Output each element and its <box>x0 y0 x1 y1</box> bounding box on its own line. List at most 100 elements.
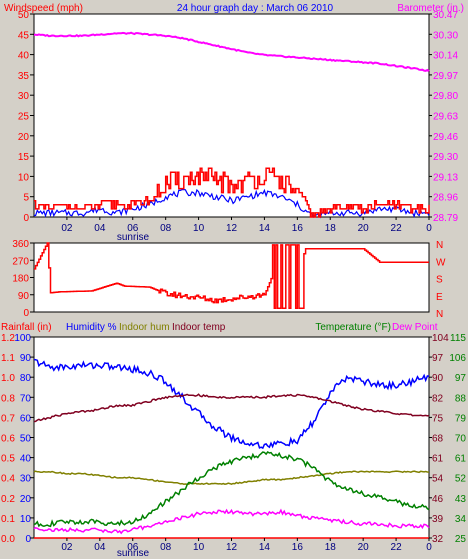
chart-title: 24 hour graph day : March 06 2010 <box>177 3 334 14</box>
barometer-tick-label: 29.30 <box>433 152 458 163</box>
x-tick-label: 04 <box>94 223 106 234</box>
windspeed-tick-label: 45 <box>18 30 30 41</box>
direction-tick-label: 180 <box>12 274 29 285</box>
wind-baro-x-ticks: 02 04 06 08 10 12 14 16 18 20 22 0 <box>61 217 432 234</box>
windspeed-line <box>34 167 430 218</box>
humidity-tick-label: 100 <box>14 333 31 344</box>
x-tick-label: 12 <box>226 223 238 234</box>
x-tick-label: 10 <box>193 223 205 234</box>
rainfall-tick-label: 1.2 <box>1 333 15 344</box>
inner-temp-tick-label: 97 <box>432 353 444 364</box>
windspeed-tick-label: 25 <box>18 112 30 123</box>
dew-point-axis-label: Dew Point <box>392 322 438 333</box>
temp-hum-plot-area <box>33 336 430 539</box>
indoor-temp-label: Indoor temp <box>172 322 226 333</box>
barometer-tick-label: 30.30 <box>433 30 458 41</box>
humidity-tick-label: 70 <box>20 393 32 404</box>
x-tick-label: 0 <box>426 223 432 234</box>
outer-temp-tick-label: 79 <box>455 413 467 424</box>
humidity-ticks: 0 10 20 30 40 50 60 70 80 90 100 <box>14 333 34 545</box>
temp-hum-x-ticks: 02 04 06 08 10 12 14 16 18 20 22 0 <box>61 538 432 553</box>
x-tick-label: 06 <box>127 223 139 234</box>
outer-temp-tick-label: 106 <box>449 353 466 364</box>
direction-tick-label: 270 <box>12 256 29 267</box>
windspeed-tick-label: 30 <box>18 91 30 102</box>
direction-degree-ticks: 0 90 180 270 360 <box>12 239 34 319</box>
inner-temp-tick-label: 75 <box>432 413 444 424</box>
outer-temp-tick-label: 43 <box>455 494 467 505</box>
rainfall-tick-label: 0.4 <box>1 474 15 485</box>
outer-temp-tick-label: 34 <box>455 514 467 525</box>
rainfall-tick-label: 0.1 <box>1 514 15 525</box>
inner-temp-tick-label: 68 <box>432 434 444 445</box>
x-tick-label: 12 <box>226 542 238 553</box>
rainfall-axis-label: Rainfall (in) <box>1 322 52 333</box>
rainfall-tick-label: 1.1 <box>1 353 15 364</box>
direction-line <box>34 242 429 309</box>
x-tick-label: 02 <box>61 223 73 234</box>
barometer-line <box>34 31 430 72</box>
rainfall-tick-label: 0.0 <box>1 534 15 545</box>
inner-temp-tick-label: 39 <box>432 514 444 525</box>
windspeed-tick-label: 20 <box>18 132 30 143</box>
x-tick-label: 04 <box>94 542 106 553</box>
inner-temp-tick-label: 90 <box>432 373 444 384</box>
rainfall-tick-label: 0.8 <box>1 393 15 404</box>
rainfall-tick-label: 0.2 <box>1 494 15 505</box>
sunrise-label-2: sunrise <box>117 548 150 559</box>
wind-baro-panel: Windspeed (mph) 24 hour graph day : Marc… <box>4 3 464 243</box>
compass-tick-label: S <box>436 275 443 286</box>
windspeed-tick-label: 35 <box>18 71 30 82</box>
windspeed-ticks: 0 5 10 15 20 25 30 35 40 45 50 <box>18 10 34 224</box>
humidity-tick-label: 50 <box>20 434 32 445</box>
compass-tick-label: N <box>436 240 443 251</box>
barometer-tick-label: 29.46 <box>433 132 458 143</box>
windspeed-tick-label: 5 <box>23 193 29 204</box>
humidity-tick-label: 40 <box>20 454 32 465</box>
x-tick-label: 18 <box>325 542 337 553</box>
temp-hum-panel: Rainfall (in) Humidity % Indoor hum Indo… <box>1 322 466 559</box>
outer-temp-tick-label: 97 <box>455 373 467 384</box>
windspeed-tick-label: 0 <box>23 213 29 224</box>
dew-point-line <box>33 508 430 535</box>
direction-series <box>34 242 429 309</box>
humidity-tick-label: 30 <box>20 474 32 485</box>
compass-tick-label: N <box>436 309 443 320</box>
barometer-tick-label: 30.14 <box>433 51 458 62</box>
inner-temp-tick-label: 32 <box>432 534 444 545</box>
humidity-tick-label: 80 <box>20 373 32 384</box>
outer-temp-tick-label: 61 <box>455 454 467 465</box>
temperature-line <box>33 451 430 528</box>
temperature-outer-ticks: 25 34 43 52 61 70 79 88 97 106 115 <box>449 333 466 545</box>
indoor-hum-line <box>33 470 430 486</box>
wind-baro-series <box>33 31 430 219</box>
temperature-axis-label: Temperature (°F) <box>315 322 391 333</box>
humidity-tick-label: 60 <box>20 413 32 424</box>
windspeed-tick-label: 40 <box>18 51 30 62</box>
windspeed-tick-label: 15 <box>18 152 30 163</box>
outer-temp-tick-label: 115 <box>450 333 466 344</box>
windspeed-tick-label: 50 <box>18 10 30 21</box>
humidity-tick-label: 90 <box>20 353 32 364</box>
x-tick-label: 08 <box>160 223 172 234</box>
sunrise-label-1: sunrise <box>117 232 150 243</box>
compass-tick-label: E <box>436 292 443 303</box>
barometer-tick-label: 29.13 <box>433 172 458 183</box>
humidity-tick-label: 10 <box>20 514 32 525</box>
outer-temp-tick-label: 25 <box>455 534 467 545</box>
x-tick-label: 20 <box>358 542 370 553</box>
barometer-ticks: 28.79 28.96 29.13 29.30 29.46 29.63 29.80 29.97… <box>429 10 458 224</box>
humidity-line <box>33 358 430 450</box>
barometer-tick-label: 30.47 <box>433 10 458 21</box>
x-tick-label: 10 <box>193 542 205 553</box>
inner-temp-tick-label: 104 <box>432 333 449 344</box>
inner-temp-tick-label: 61 <box>432 454 444 465</box>
rainfall-tick-label: 1.0 <box>1 373 15 384</box>
humidity-axis-label: Humidity % <box>66 322 117 333</box>
inner-temp-tick-label: 46 <box>432 494 444 505</box>
rainfall-tick-label: 0.5 <box>1 454 15 465</box>
x-tick-label: 02 <box>61 542 73 553</box>
barometer-axis-label: Barometer (in.) <box>397 3 464 14</box>
x-tick-label: 22 <box>391 223 403 234</box>
